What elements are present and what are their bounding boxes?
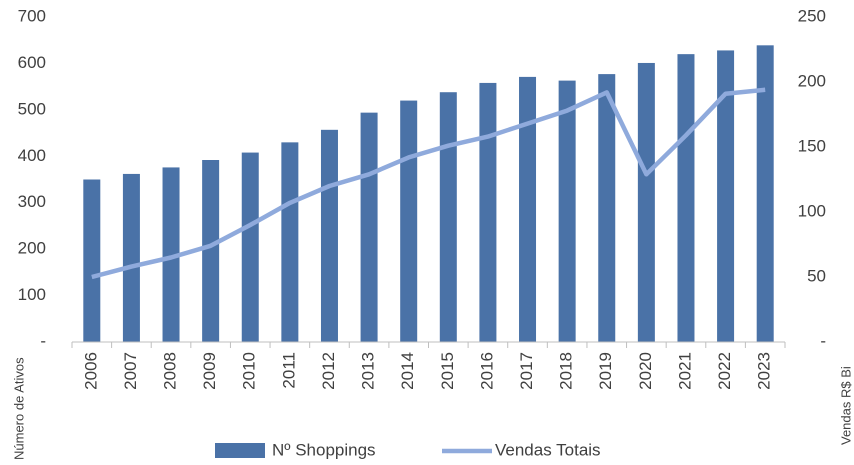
bar xyxy=(717,50,735,343)
bar xyxy=(677,54,695,343)
bar xyxy=(241,152,259,342)
line xyxy=(91,87,766,280)
y-axis-label: Número de Ativos xyxy=(11,357,26,460)
y-tick-label: 200 xyxy=(18,239,46,258)
bar xyxy=(83,179,101,342)
x-tick-label: 2015 xyxy=(438,352,457,390)
y-tick-label: 100 xyxy=(18,285,46,304)
bar xyxy=(439,92,457,342)
y-tick-label: - xyxy=(40,331,46,350)
x-tick-label: 2014 xyxy=(398,352,417,390)
x-tick-label: 2008 xyxy=(161,352,180,390)
bar xyxy=(558,80,576,342)
y2-tick-label: 50 xyxy=(807,266,826,285)
bar xyxy=(122,173,140,342)
x-tick-label: 2006 xyxy=(81,352,100,390)
bar xyxy=(400,100,418,342)
bar xyxy=(360,112,378,343)
bar xyxy=(637,62,655,342)
x-tick-label: 2021 xyxy=(675,352,694,390)
bar xyxy=(479,82,497,342)
x-tick-label: 2022 xyxy=(715,352,734,390)
x-tick-label: 2007 xyxy=(121,352,140,390)
y2-tick-label: 200 xyxy=(798,71,826,90)
x-tick-label: 2018 xyxy=(557,352,576,390)
bar xyxy=(281,142,299,342)
x-tick-label: 2011 xyxy=(279,352,298,389)
x-tick-label: 2019 xyxy=(596,352,615,390)
legend-swatch xyxy=(215,443,265,458)
bar xyxy=(320,129,338,342)
y2-tick-label: 250 xyxy=(798,6,826,25)
legend-label: Nº Shoppings xyxy=(272,440,376,459)
y2-tick-label: 100 xyxy=(798,201,826,220)
x-tick-label: 2012 xyxy=(319,352,338,390)
bar xyxy=(202,160,220,342)
x-tick-label: 2010 xyxy=(240,352,259,390)
y-tick-label: 300 xyxy=(18,192,46,211)
x-tick-label: 2013 xyxy=(359,352,378,390)
bar xyxy=(162,167,180,342)
y-tick-label: 600 xyxy=(18,53,46,72)
y-tick-label: 700 xyxy=(18,6,46,25)
bar xyxy=(519,76,537,343)
x-tick-label: 2009 xyxy=(200,352,219,390)
y-tick-label: 400 xyxy=(18,146,46,165)
bar xyxy=(598,74,616,342)
legend-label: Vendas Totais xyxy=(495,440,601,459)
bar xyxy=(756,45,774,342)
x-tick-label: 2017 xyxy=(517,352,536,390)
x-tick-label: 2020 xyxy=(636,352,655,390)
y2-tick-label: 150 xyxy=(798,136,826,155)
y-tick-label: 500 xyxy=(18,99,46,118)
x-tick-label: 2023 xyxy=(755,352,774,390)
y2-axis-label: Vendas R$ Bi xyxy=(838,366,853,445)
x-tick-label: 2016 xyxy=(477,352,496,390)
y2-tick-label: - xyxy=(820,331,826,350)
